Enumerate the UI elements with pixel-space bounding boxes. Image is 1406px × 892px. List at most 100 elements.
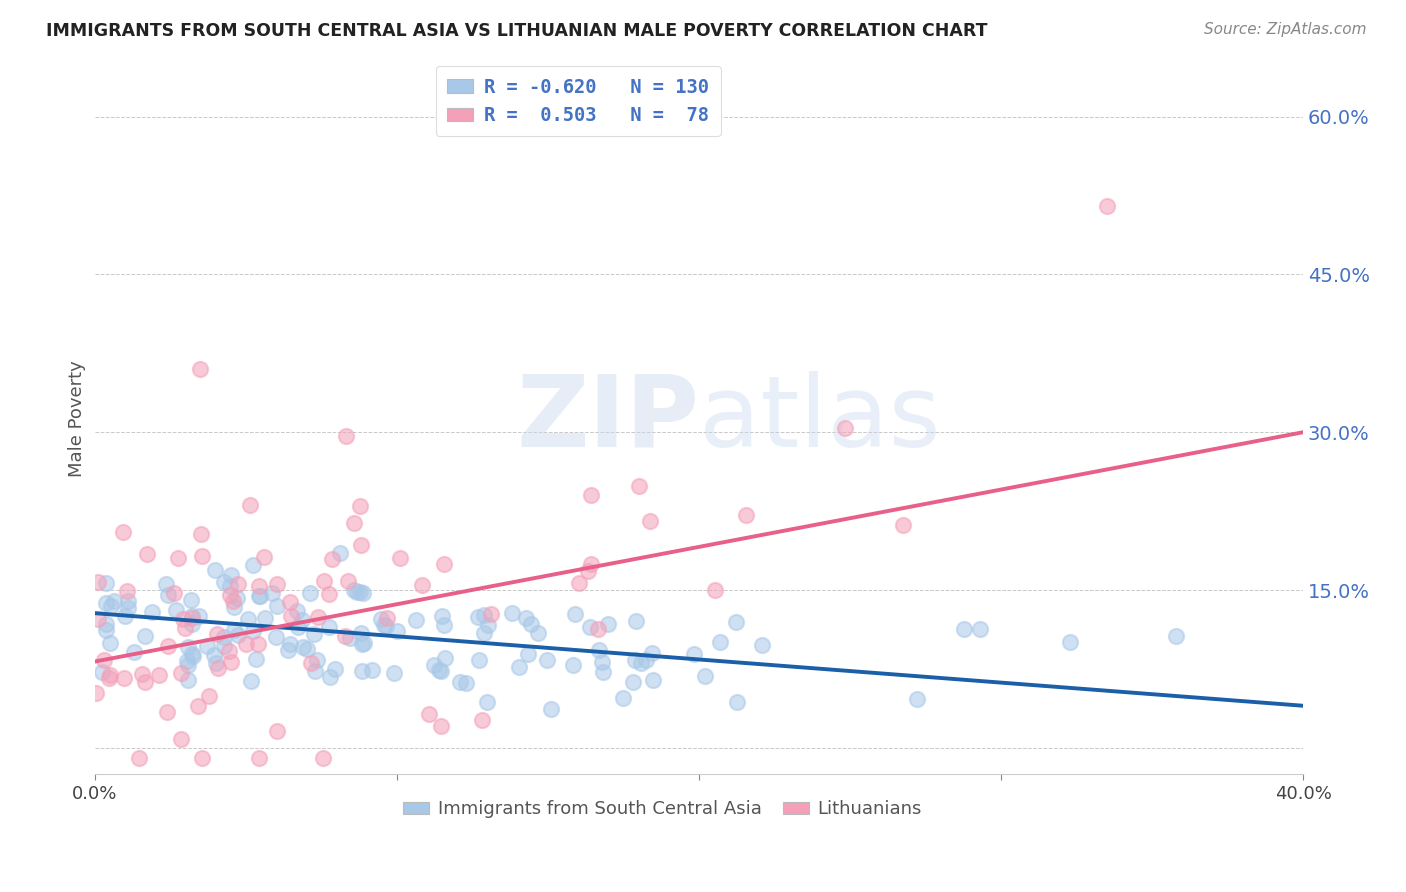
Point bbox=[693, 669, 716, 683]
Point bbox=[307, 610, 329, 624]
Point bbox=[176, 654, 198, 668]
Point bbox=[621, 675, 644, 690]
Point bbox=[112, 671, 135, 685]
Point bbox=[188, 609, 211, 624]
Point bbox=[596, 617, 619, 632]
Point bbox=[247, 589, 270, 603]
Point bbox=[124, 645, 146, 659]
Point bbox=[187, 698, 209, 713]
Point bbox=[135, 547, 157, 561]
Point bbox=[418, 707, 440, 722]
Point bbox=[155, 577, 177, 591]
Point bbox=[432, 608, 454, 623]
Point bbox=[111, 525, 134, 540]
Point bbox=[249, 590, 271, 604]
Point bbox=[134, 629, 156, 643]
Point bbox=[1095, 199, 1118, 213]
Point bbox=[501, 606, 523, 620]
Point bbox=[291, 613, 314, 627]
Point bbox=[467, 653, 489, 667]
Point bbox=[91, 665, 114, 679]
Point bbox=[304, 627, 326, 641]
Point bbox=[433, 617, 456, 632]
Text: ZIP: ZIP bbox=[516, 370, 699, 467]
Point bbox=[218, 644, 240, 658]
Point bbox=[350, 625, 373, 640]
Point bbox=[96, 596, 118, 610]
Point bbox=[278, 595, 301, 609]
Point bbox=[226, 577, 249, 591]
Point bbox=[346, 584, 368, 599]
Point bbox=[427, 663, 450, 677]
Point bbox=[94, 575, 117, 590]
Point bbox=[295, 642, 318, 657]
Point bbox=[298, 585, 321, 599]
Point bbox=[100, 635, 122, 649]
Point bbox=[429, 719, 451, 733]
Point bbox=[291, 640, 314, 654]
Point bbox=[516, 647, 538, 661]
Point bbox=[456, 675, 478, 690]
Point bbox=[207, 661, 229, 675]
Point bbox=[471, 713, 494, 727]
Point bbox=[115, 583, 138, 598]
Point bbox=[312, 751, 335, 765]
Point bbox=[433, 557, 456, 571]
Point bbox=[734, 508, 756, 522]
Point bbox=[1166, 629, 1188, 643]
Point bbox=[247, 751, 270, 765]
Point bbox=[134, 674, 156, 689]
Point bbox=[388, 550, 411, 565]
Point bbox=[114, 609, 136, 624]
Point bbox=[411, 578, 433, 592]
Text: Source: ZipAtlas.com: Source: ZipAtlas.com bbox=[1204, 22, 1367, 37]
Point bbox=[86, 612, 108, 626]
Point bbox=[472, 607, 495, 622]
Point bbox=[515, 610, 537, 624]
Point bbox=[624, 614, 647, 628]
Point bbox=[562, 658, 585, 673]
Point bbox=[479, 607, 502, 621]
Point bbox=[349, 585, 371, 599]
Point bbox=[246, 637, 269, 651]
Point bbox=[318, 619, 340, 633]
Point bbox=[591, 655, 613, 669]
Point bbox=[564, 607, 586, 621]
Point bbox=[204, 656, 226, 670]
Point bbox=[170, 665, 193, 680]
Point bbox=[382, 666, 405, 681]
Point bbox=[156, 705, 179, 719]
Point bbox=[278, 637, 301, 651]
Point bbox=[266, 630, 288, 644]
Point bbox=[228, 628, 250, 642]
Point bbox=[318, 670, 340, 684]
Point bbox=[163, 585, 186, 599]
Point bbox=[579, 488, 602, 502]
Point bbox=[592, 665, 614, 680]
Point bbox=[247, 579, 270, 593]
Point bbox=[335, 429, 357, 443]
Point bbox=[100, 599, 122, 613]
Point bbox=[287, 620, 309, 634]
Point bbox=[242, 558, 264, 573]
Point bbox=[343, 516, 366, 530]
Point bbox=[318, 587, 340, 601]
Point bbox=[834, 421, 856, 435]
Point bbox=[375, 610, 398, 624]
Point bbox=[167, 550, 190, 565]
Point bbox=[190, 527, 212, 541]
Point bbox=[352, 586, 374, 600]
Point bbox=[260, 586, 283, 600]
Point bbox=[891, 517, 914, 532]
Point bbox=[181, 649, 204, 664]
Point bbox=[176, 673, 198, 687]
Point bbox=[336, 574, 359, 588]
Point bbox=[285, 604, 308, 618]
Point bbox=[280, 609, 302, 624]
Point bbox=[576, 564, 599, 578]
Point bbox=[305, 653, 328, 667]
Point bbox=[477, 618, 499, 632]
Point bbox=[703, 582, 725, 597]
Text: IMMIGRANTS FROM SOUTH CENTRAL ASIA VS LITHUANIAN MALE POVERTY CORRELATION CHART: IMMIGRANTS FROM SOUTH CENTRAL ASIA VS LI… bbox=[46, 22, 988, 40]
Point bbox=[117, 600, 139, 615]
